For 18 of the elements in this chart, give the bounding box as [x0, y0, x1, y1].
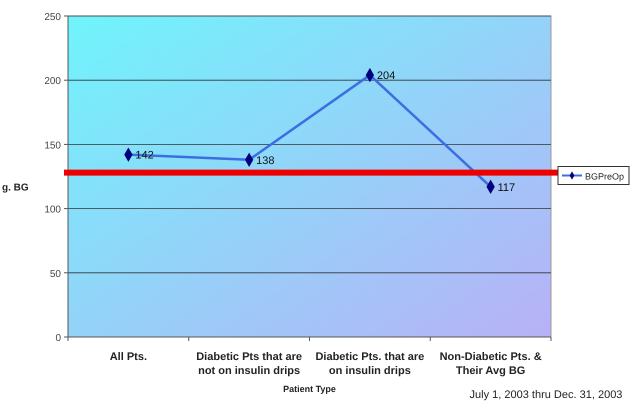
text: July 1, 2003 thru Dec. 31, 2003 — [470, 389, 622, 401]
y-tick-label: 50 — [50, 268, 62, 280]
y-tick-label: 200 — [44, 76, 62, 88]
y-tick-label: 100 — [44, 204, 62, 216]
y-tick-label: 250 — [44, 12, 62, 23]
x-tick-label: All Pts. — [110, 351, 148, 363]
x-axis-title: Patient Type — [283, 384, 336, 394]
y-tick-label: 0 — [55, 333, 62, 344]
legend-label: BGPreOp — [585, 172, 624, 182]
data-label: 142 — [135, 150, 154, 162]
x-tick-label: Diabetic Pts that are not on insulin drips — [196, 351, 302, 377]
data-label: 117 — [498, 182, 516, 194]
data-label: 204 — [376, 70, 396, 82]
x-tick-label: Non-Diabetic Pts. & Their Avg BG — [440, 351, 542, 377]
y-axis-title: g. BG — [2, 182, 29, 194]
x-tick-label: Diabetic Pts. that are on insulin drips — [315, 351, 424, 377]
data-label: 138 — [256, 154, 274, 167]
y-tick-label: 150 — [44, 140, 62, 152]
